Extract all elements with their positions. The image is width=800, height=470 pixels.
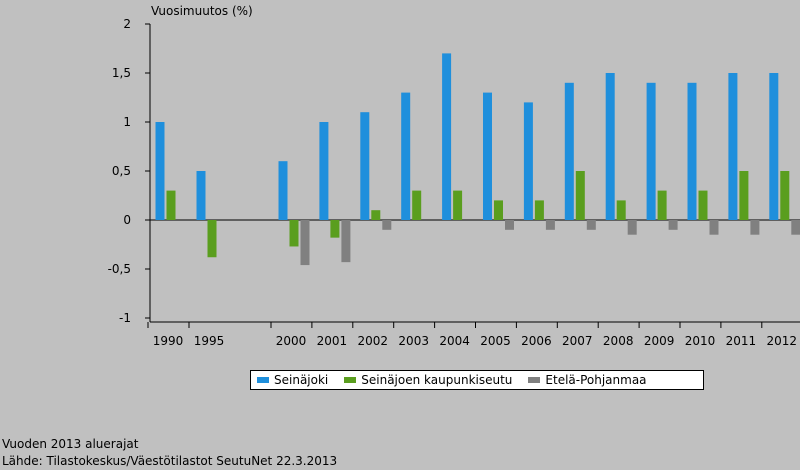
y-tick-label-3: 0,5 (112, 164, 131, 178)
bar-etelä-pohjanmaa-2011 (750, 220, 760, 235)
legend-swatch-kaupunkiseutu (344, 377, 357, 383)
bar-seinäjoen-kaupunkiseutu-1990 (166, 190, 176, 220)
y-tick-label-1: -0,5 (108, 262, 131, 276)
bar-etelä-pohjanmaa-2000 (300, 220, 310, 266)
bar-seinäjoen-kaupunkiseutu-2008 (616, 200, 626, 220)
bar-etelä-pohjanmaa-2008 (627, 220, 637, 235)
bar-seinäjoen-kaupunkiseutu-2003 (412, 190, 422, 220)
x-tick-label-2005: 2005 (480, 334, 511, 348)
bar-etelä-pohjanmaa-2007 (586, 220, 596, 230)
x-tick-label-1995: 1995 (194, 334, 225, 348)
bar-seinäjoki-1990 (155, 122, 165, 220)
bar-seinäjoki-2003 (401, 92, 411, 220)
y-tick-label-4: 1 (123, 115, 131, 129)
bar-seinäjoen-kaupunkiseutu-2012 (780, 171, 790, 220)
footer-source: Lähde: Tilastokeskus/Väestötilastot Seut… (2, 454, 338, 468)
legend-label-kaupunkiseutu: Seinäjoen kaupunkiseutu (361, 373, 513, 387)
bar-etelä-pohjanmaa-2012 (791, 220, 800, 235)
bar-seinäjoen-kaupunkiseutu-2007 (575, 171, 585, 220)
bar-seinäjoki-2007 (564, 82, 574, 220)
x-tick-label-2002: 2002 (358, 334, 389, 348)
y-tick-label-2: 0 (123, 213, 131, 227)
bar-seinäjoki-2002 (360, 112, 370, 220)
x-tick-label-2000: 2000 (276, 334, 307, 348)
x-tick-label-2008: 2008 (603, 334, 634, 348)
x-tick-label-1990: 1990 (153, 334, 184, 348)
bar-seinäjoen-kaupunkiseutu-2000 (289, 220, 299, 247)
bar-seinäjoki-2001 (319, 122, 329, 220)
footer-note: Vuoden 2013 aluerajat (2, 437, 139, 451)
bar-seinäjoen-kaupunkiseutu-2002 (371, 210, 381, 220)
bar-seinäjoen-kaupunkiseutu-2009 (657, 190, 667, 220)
bar-seinäjoen-kaupunkiseutu-2001 (330, 220, 340, 238)
legend-label-etela-pohjanmaa: Etelä-Pohjanmaa (545, 373, 647, 387)
bar-seinäjoen-kaupunkiseutu-2006 (534, 200, 544, 220)
x-tick-label-2007: 2007 (562, 334, 593, 348)
x-tick-label-2009: 2009 (644, 334, 675, 348)
bar-seinäjoki-2005 (483, 92, 492, 220)
bar-seinäjoki-2006 (523, 102, 533, 220)
x-tick-label-2010: 2010 (685, 334, 716, 348)
bar-seinäjoki-2012 (769, 73, 779, 220)
bar-seinäjoki-2009 (646, 82, 656, 220)
bar-etelä-pohjanmaa-2002 (382, 220, 392, 230)
legend-item-kaupunkiseutu: Seinäjoen kaupunkiseutu (344, 373, 512, 387)
bar-seinäjoen-kaupunkiseutu-1995 (207, 220, 217, 258)
y-tick-label-5: 1,5 (112, 66, 131, 80)
legend-swatch-seinajoki (257, 377, 269, 383)
x-tick-label-2012: 2012 (767, 334, 798, 348)
bar-seinäjoen-kaupunkiseutu-2010 (698, 190, 708, 220)
bar-seinäjoki-2008 (605, 73, 615, 220)
bar-seinäjoen-kaupunkiseutu-2011 (739, 171, 749, 220)
x-tick-label-2004: 2004 (439, 334, 470, 348)
legend-label-seinajoki: Seinäjoki (274, 373, 329, 387)
y-axis-label: Vuosimuutos (%) (151, 4, 253, 18)
x-tick-label-2003: 2003 (398, 334, 429, 348)
legend-item-etela-pohjanmaa: Etelä-Pohjanmaa (528, 373, 647, 387)
bar-seinäjoen-kaupunkiseutu-2004 (453, 190, 463, 220)
bar-etelä-pohjanmaa-2005 (505, 220, 514, 230)
bar-etelä-pohjanmaa-2010 (709, 220, 719, 235)
x-tick-label-2006: 2006 (521, 334, 552, 348)
x-tick-label-2001: 2001 (317, 334, 348, 348)
y-tick-label-0: -1 (119, 311, 131, 325)
bar-seinäjoen-kaupunkiseutu-2005 (494, 200, 503, 220)
y-tick-label-6: 2 (123, 17, 131, 31)
legend-item-seinajoki: Seinäjoki (257, 373, 328, 387)
legend: Seinäjoki Seinäjoen kaupunkiseutu Etelä-… (250, 370, 704, 390)
bar-seinäjoki-1995 (196, 171, 206, 220)
x-tick-label-2011: 2011 (726, 334, 757, 348)
bar-seinäjoki-2010 (687, 82, 697, 220)
bar-seinäjoki-2004 (442, 53, 452, 221)
bar-seinäjoki-2011 (728, 73, 738, 220)
bar-etelä-pohjanmaa-2009 (668, 220, 678, 230)
bar-etelä-pohjanmaa-2006 (545, 220, 555, 230)
bar-etelä-pohjanmaa-2001 (341, 220, 351, 263)
bar-seinäjoki-2000 (278, 161, 288, 220)
legend-swatch-etela-pohjanmaa (528, 377, 541, 383)
